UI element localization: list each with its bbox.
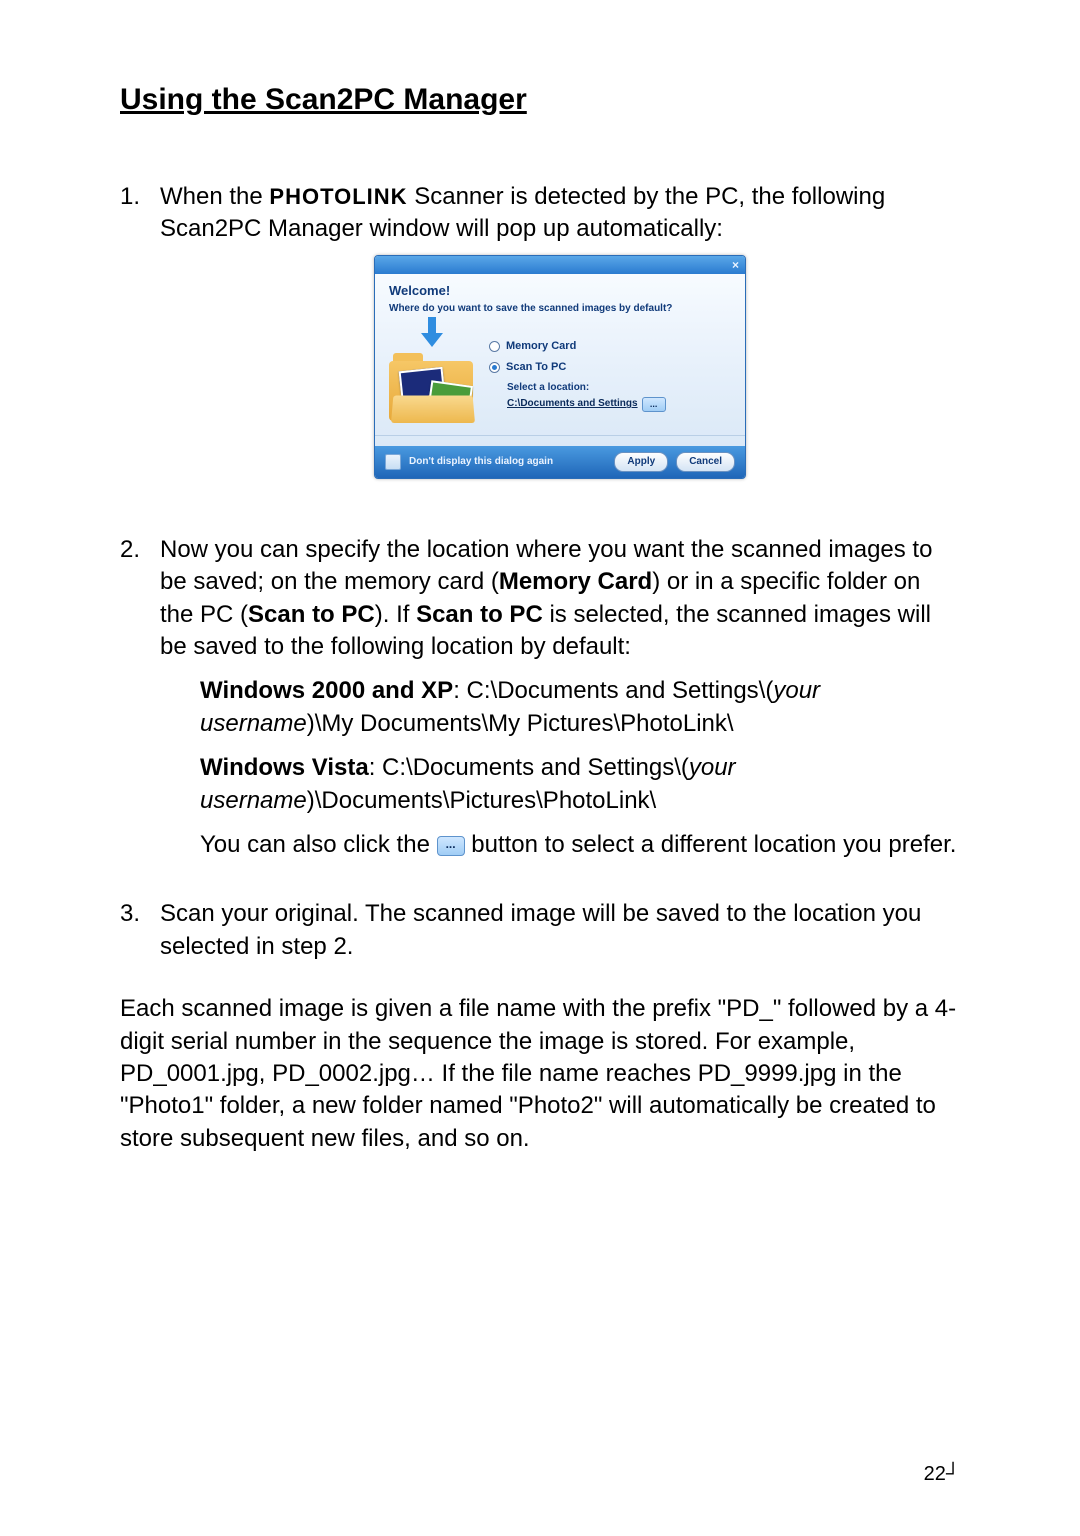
item3-text: Scan your original. The scanned image wi… (160, 898, 960, 963)
page-number: 22┘ (924, 1463, 960, 1486)
vista-path-a: : C:\Documents and Settings\( (369, 754, 689, 781)
browse-button[interactable]: ... (642, 397, 666, 412)
dont-display-label: Don't display this dialog again (409, 455, 606, 469)
item2-text-e: ). If (375, 601, 416, 628)
folder-illustration (389, 335, 477, 425)
click-text-a: You can also click the (200, 831, 437, 858)
scan2pc-dialog: × Welcome! Where do you want to save the… (374, 255, 746, 479)
close-icon[interactable]: × (732, 259, 739, 271)
scan-to-pc-bold-1: Scan to PC (248, 601, 375, 628)
select-location-label: Select a location: (507, 381, 731, 395)
radio-checked-icon[interactable] (489, 362, 500, 373)
apply-button[interactable]: Apply (614, 452, 668, 472)
winxp-path-a: : C:\Documents and Settings\( (453, 677, 773, 704)
dont-display-checkbox[interactable] (385, 454, 401, 470)
dialog-titlebar: × (375, 256, 745, 274)
radio-unchecked-icon[interactable] (489, 341, 500, 352)
list-number-3: 3. (120, 898, 160, 963)
winxp-path-b: )\My Documents\My Pictures\PhotoLink\ (307, 710, 734, 737)
list-number-1: 1. (120, 181, 160, 509)
dialog-footer: Don't display this dialog again Apply Ca… (375, 446, 745, 478)
option-memory-card[interactable]: Memory Card (489, 339, 731, 354)
vista-label: Windows Vista (200, 754, 369, 781)
vista-path-b: )\Documents\Pictures\PhotoLink\ (307, 787, 657, 814)
section-heading: Using the Scan2PC Manager (120, 80, 960, 121)
divider (375, 435, 745, 436)
closing-paragraph: Each scanned image is given a file name … (120, 993, 960, 1155)
winxp-label: Windows 2000 and XP (200, 677, 453, 704)
scan-to-pc-label: Scan To PC (506, 360, 566, 375)
brand-logo-text: PHOTOLINK (269, 184, 407, 209)
item1-pre: When the (160, 183, 269, 210)
click-text-b: button to select a different location yo… (465, 831, 957, 858)
arrow-down-icon (423, 317, 441, 351)
location-path: C:\Documents and Settings (507, 397, 638, 411)
memory-card-label: Memory Card (506, 339, 576, 354)
cancel-button[interactable]: Cancel (676, 452, 735, 472)
list-number-2: 2. (120, 534, 160, 874)
option-scan-to-pc[interactable]: Scan To PC (489, 360, 731, 375)
scan-to-pc-bold-2: Scan to PC (416, 601, 543, 628)
browse-icon-inline: ... (437, 836, 465, 856)
memory-card-bold: Memory Card (499, 568, 652, 595)
prompt-label: Where do you want to save the scanned im… (389, 302, 731, 316)
welcome-label: Welcome! (389, 282, 731, 300)
